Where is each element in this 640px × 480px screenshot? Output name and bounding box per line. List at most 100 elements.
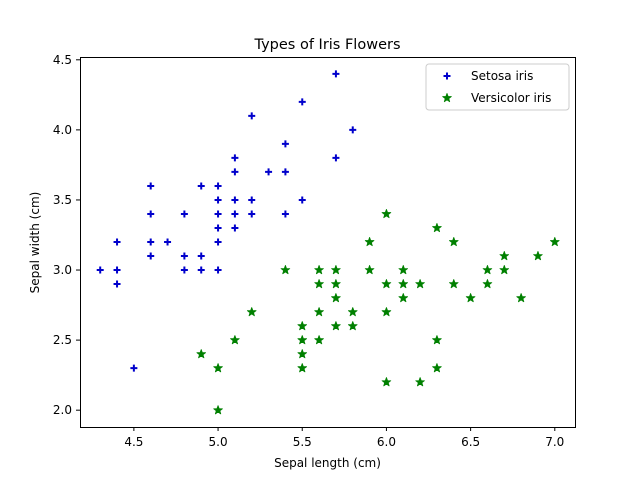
setosa-point (231, 224, 239, 232)
setosa-point (130, 364, 138, 372)
setosa-point (214, 266, 222, 274)
versicolor-point (347, 321, 358, 331)
versicolor-point (398, 279, 409, 289)
versicolor-point (280, 265, 291, 275)
versicolor-point (297, 321, 308, 331)
versicolor-point (297, 349, 308, 359)
x-axis: 4.5 5.0 5.5 6.0 6.5 7.0 (124, 427, 564, 449)
versicolor-point (381, 279, 392, 289)
versicolor-point (314, 307, 324, 317)
setosa-point (281, 168, 289, 176)
setosa-point (180, 252, 188, 260)
setosa-point (147, 210, 155, 218)
legend-label-versicolor: Versicolor iris (471, 91, 551, 105)
versicolor-point (314, 279, 324, 289)
y-tick-label: 3.0 (53, 263, 72, 277)
versicolor-point (213, 363, 223, 373)
versicolor-point (331, 279, 341, 289)
setosa-point (214, 196, 222, 204)
setosa-point (231, 154, 239, 162)
setosa-point (332, 154, 340, 162)
setosa-point (197, 252, 205, 260)
y-axis: 2.0 2.5 3.0 3.5 4.0 4.5 (53, 53, 80, 417)
versicolor-point (533, 251, 543, 261)
chart-title: Types of Iris Flowers (253, 37, 400, 53)
versicolor-point (246, 307, 257, 317)
versicolor-point (482, 265, 493, 275)
setosa-point (265, 168, 273, 176)
y-tick-label: 4.5 (53, 53, 72, 67)
setosa-point (164, 238, 172, 246)
versicolor-point (381, 208, 392, 219)
versicolor-point (230, 335, 240, 345)
setosa-point (214, 224, 222, 232)
versicolor-point (297, 363, 308, 373)
setosa-point (214, 238, 222, 246)
setosa-point (248, 210, 256, 218)
y-tick-label: 3.5 (53, 193, 72, 207)
versicolor-point (398, 265, 409, 275)
versicolor-point (381, 307, 392, 317)
versicolor-point (499, 265, 510, 275)
x-tick-label: 6.0 (377, 435, 396, 449)
setosa-point (197, 182, 205, 190)
versicolor-point (331, 265, 341, 275)
setosa-point (113, 266, 121, 274)
y-axis-label: Sepal width (cm) (28, 192, 42, 294)
versicolor-point (516, 293, 526, 303)
versicolor-point (482, 279, 493, 289)
versicolor-point (432, 335, 442, 345)
versicolor-point (499, 251, 510, 261)
x-axis-label: Sepal length (cm) (274, 456, 381, 470)
x-tick-label: 4.5 (124, 435, 143, 449)
versicolor-point (196, 349, 206, 359)
versicolor-point (347, 307, 358, 317)
versicolor-point (449, 279, 459, 289)
setosa-point (214, 182, 222, 190)
x-tick-label: 5.0 (209, 435, 228, 449)
setosa-point (147, 182, 155, 190)
legend-box (425, 63, 570, 111)
setosa-point (147, 252, 155, 260)
setosa-point (113, 238, 121, 246)
setosa-point (214, 210, 222, 218)
data-points (96, 70, 560, 415)
versicolor-point (550, 237, 560, 247)
legend-marker-versicolor (442, 93, 452, 103)
y-tick-label: 2.5 (53, 333, 72, 347)
legend-label-setosa: Setosa iris (471, 69, 533, 83)
setosa-point (147, 238, 155, 246)
setosa-point (281, 210, 289, 218)
versicolor-point (314, 265, 324, 275)
versicolor-point (449, 237, 459, 247)
legend: Setosa iris Versicolor iris (425, 63, 570, 111)
versicolor-point (381, 377, 392, 387)
setosa-point (231, 210, 239, 218)
versicolor-point (398, 293, 409, 303)
versicolor-point (432, 363, 442, 373)
legend-marker-setosa (443, 72, 451, 80)
setosa-point (248, 112, 256, 120)
setosa-point (281, 140, 289, 148)
setosa-point (332, 70, 340, 78)
y-tick-label: 2.0 (53, 403, 72, 417)
plot-area (80, 57, 576, 428)
versicolor-point (331, 293, 341, 303)
setosa-point (231, 196, 239, 204)
versicolor-point (465, 293, 476, 303)
versicolor-point (415, 279, 425, 289)
setosa-point (298, 196, 306, 204)
x-tick-label: 7.0 (545, 435, 564, 449)
versicolor-point (331, 321, 341, 331)
setosa-point (197, 266, 205, 274)
x-tick-label: 5.5 (293, 435, 312, 449)
setosa-point (113, 280, 121, 288)
setosa-point (349, 126, 357, 134)
setosa-point (231, 168, 239, 176)
setosa-point (180, 210, 188, 218)
versicolor-point (297, 335, 308, 345)
setosa-point (248, 196, 256, 204)
versicolor-point (314, 335, 324, 345)
setosa-point (180, 266, 188, 274)
versicolor-point (364, 265, 375, 275)
